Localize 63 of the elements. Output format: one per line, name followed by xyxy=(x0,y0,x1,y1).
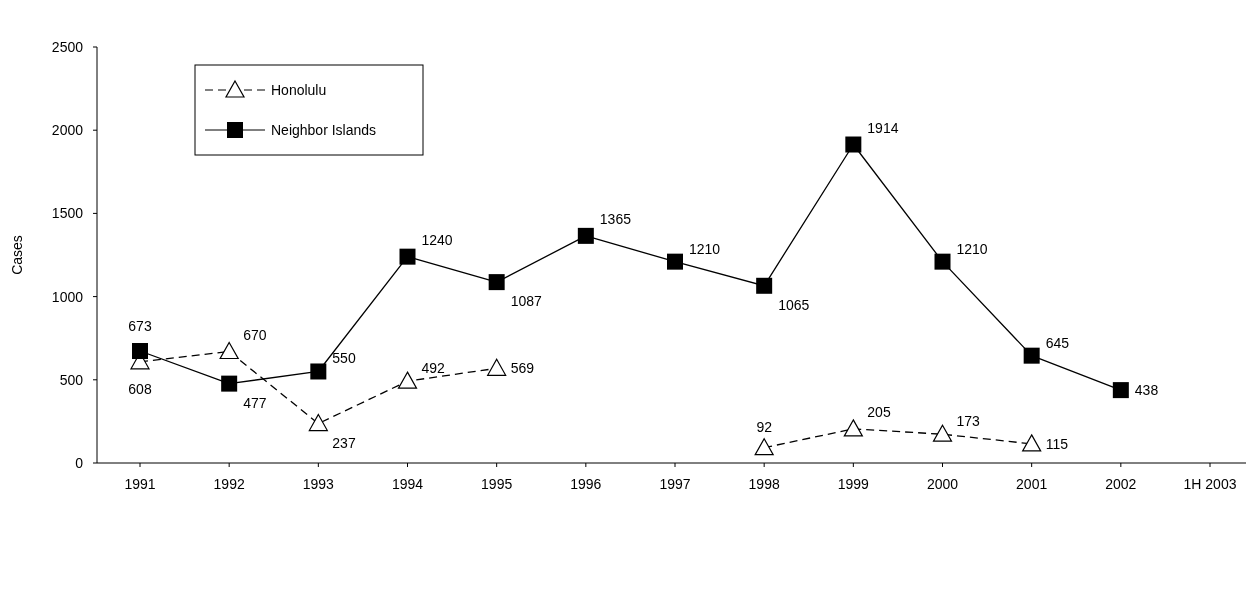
point xyxy=(488,274,505,291)
point xyxy=(667,253,683,270)
point xyxy=(219,341,239,360)
point xyxy=(397,371,418,389)
data-label: 173 xyxy=(956,413,981,430)
x-tick-label: 2001 xyxy=(1016,476,1048,492)
point xyxy=(843,419,863,437)
y-tick-label: 500 xyxy=(59,371,84,388)
point xyxy=(1112,382,1129,399)
point xyxy=(754,438,774,456)
x-tick-label: 1H 2003 xyxy=(1183,476,1237,492)
x-tick-label: 2002 xyxy=(1105,476,1137,492)
point xyxy=(932,424,953,442)
data-label: 645 xyxy=(1045,334,1070,351)
point xyxy=(1022,434,1042,452)
data-label: 438 xyxy=(1134,382,1159,399)
data-label: 492 xyxy=(421,360,446,377)
data-label: 1210 xyxy=(956,240,988,257)
data-label: 115 xyxy=(1045,435,1069,452)
x-tick-label: 1999 xyxy=(837,476,870,492)
point xyxy=(221,375,238,392)
x-tick-label: 2000 xyxy=(926,476,959,492)
x-tick-label: 1995 xyxy=(481,476,513,492)
data-label: 1914 xyxy=(867,119,899,136)
data-label: 1087 xyxy=(510,293,543,310)
point xyxy=(399,248,416,265)
point xyxy=(845,136,862,153)
point xyxy=(308,413,328,432)
x-tick-label: 1998 xyxy=(748,476,780,492)
point xyxy=(487,358,507,376)
x-tick-label: 1992 xyxy=(213,476,245,492)
data-label: 569 xyxy=(510,360,535,377)
point xyxy=(310,363,327,380)
data-label: 608 xyxy=(128,380,152,397)
point xyxy=(1023,347,1040,364)
y-tick-label: 1000 xyxy=(51,288,84,305)
data-label: 673 xyxy=(128,318,152,335)
y-tick-label: 0 xyxy=(75,455,84,471)
data-label: 1365 xyxy=(599,210,632,227)
y-tick-label: 1500 xyxy=(51,205,84,222)
x-tick-label: 1997 xyxy=(659,476,691,492)
x-tick-label: 1991 xyxy=(124,476,156,492)
point xyxy=(934,253,951,270)
data-label: 477 xyxy=(243,394,267,411)
point xyxy=(756,277,773,294)
point xyxy=(132,343,148,360)
data-label: 205 xyxy=(867,403,891,420)
data-label: 1065 xyxy=(778,296,810,313)
x-tick-label: 1993 xyxy=(302,476,335,492)
x-tick-label: 1996 xyxy=(570,476,602,492)
y-axis-title: Cases xyxy=(9,235,25,275)
x-tick-label: 1994 xyxy=(391,476,424,492)
legend-label: Honolulu xyxy=(271,82,327,98)
data-label: 1210 xyxy=(689,240,721,257)
y-tick-label: 2500 xyxy=(51,39,84,55)
data-label: 237 xyxy=(332,434,356,451)
data-label: 550 xyxy=(332,350,356,367)
legend-label: Neighbor Islands xyxy=(271,122,377,138)
data-label: 670 xyxy=(243,326,267,343)
y-tick-label: 2000 xyxy=(51,122,84,139)
point xyxy=(577,227,594,244)
data-label: 1240 xyxy=(421,231,453,248)
data-label: 92 xyxy=(756,418,773,435)
